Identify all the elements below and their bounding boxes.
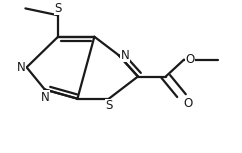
Text: O: O	[185, 53, 195, 66]
Text: N: N	[40, 91, 49, 104]
Text: N: N	[121, 49, 129, 62]
Text: S: S	[54, 2, 62, 15]
Text: S: S	[105, 99, 113, 112]
Text: O: O	[183, 97, 192, 110]
Text: N: N	[17, 61, 25, 74]
